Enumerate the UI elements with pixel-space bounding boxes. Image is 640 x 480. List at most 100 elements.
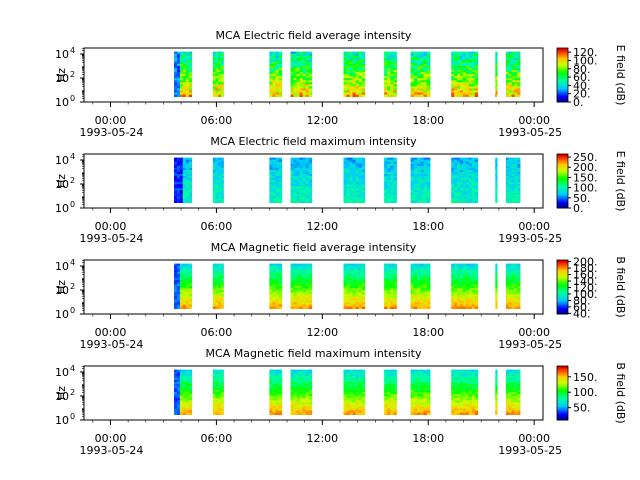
heatmap-cell xyxy=(393,404,397,407)
heatmap-cell xyxy=(302,392,307,395)
heatmap-cell xyxy=(390,388,394,391)
heatmap-cell xyxy=(299,306,304,309)
heatmap-cell xyxy=(296,396,301,399)
heatmap-cell xyxy=(496,72,498,75)
heatmap-cell xyxy=(457,190,461,193)
heatmap-cell xyxy=(220,267,224,271)
colorbar-segment xyxy=(557,273,568,276)
heatmap-cell xyxy=(278,86,283,89)
heatmap-cell xyxy=(302,263,307,267)
heatmap-cell xyxy=(420,267,424,271)
heatmap-cell xyxy=(185,406,190,409)
heatmap-cell xyxy=(355,59,360,63)
heatmap-cell xyxy=(352,194,357,197)
heatmap-cell xyxy=(349,63,353,67)
heatmap-cell xyxy=(355,373,360,377)
heatmap-cell xyxy=(410,377,415,381)
heatmap-cell xyxy=(517,86,521,89)
heatmap-cell xyxy=(220,51,224,55)
heatmap-cell xyxy=(212,396,216,399)
heatmap-cell xyxy=(465,381,470,385)
heatmap-cell xyxy=(410,400,415,403)
heatmap-cell xyxy=(220,406,224,409)
colorbar-label: E field (dB) xyxy=(614,45,627,106)
heatmap-cell xyxy=(185,194,190,197)
heatmap-cell xyxy=(293,184,298,187)
heatmap-cell xyxy=(269,385,273,389)
colorbar-segment xyxy=(557,203,568,206)
heatmap-cell xyxy=(179,304,184,307)
heatmap-cell xyxy=(293,275,298,279)
heatmap-cell xyxy=(179,263,184,267)
heatmap-cell xyxy=(185,53,190,57)
heatmap-cell xyxy=(269,300,273,303)
heatmap-cell xyxy=(302,379,307,383)
heatmap-cell xyxy=(517,92,521,95)
heatmap-cell xyxy=(517,306,521,309)
heatmap-cell xyxy=(174,94,178,97)
heatmap-cell xyxy=(188,277,193,281)
heatmap-cell xyxy=(413,173,418,177)
heatmap-cell xyxy=(358,271,363,275)
heatmap-cell xyxy=(462,188,467,191)
heatmap-cell xyxy=(278,159,283,163)
heatmap-cell xyxy=(358,388,363,391)
heatmap-cell xyxy=(417,61,421,65)
heatmap-cell xyxy=(462,288,467,291)
heatmap-cell xyxy=(179,279,184,283)
heatmap-cell xyxy=(462,306,467,309)
heatmap-cell xyxy=(387,61,391,65)
heatmap-cell xyxy=(410,188,415,191)
heatmap-cell xyxy=(517,159,521,163)
heatmap-cell xyxy=(393,72,397,75)
heatmap-cell xyxy=(420,90,424,93)
heatmap-cell xyxy=(514,269,518,273)
heatmap-cell xyxy=(343,200,347,203)
x-date-label: 1993-05-24 xyxy=(80,126,144,139)
heatmap-cell xyxy=(182,398,187,401)
heatmap-cell xyxy=(349,306,353,309)
heatmap-cell xyxy=(275,76,280,79)
heatmap-cell xyxy=(384,292,388,295)
heatmap-cell xyxy=(474,186,479,189)
heatmap-cell xyxy=(215,70,219,73)
heatmap-cell xyxy=(176,267,181,271)
heatmap-cell xyxy=(179,400,184,403)
heatmap-cell xyxy=(188,400,193,403)
heatmap-cell xyxy=(355,392,360,395)
heatmap-cell xyxy=(349,90,353,93)
heatmap-cell xyxy=(188,194,193,197)
heatmap-cell xyxy=(174,84,178,87)
heatmap-cell xyxy=(174,298,178,301)
heatmap-cell xyxy=(384,59,388,63)
heatmap-cell xyxy=(299,398,304,401)
heatmap-cell xyxy=(393,74,397,77)
heatmap-cell xyxy=(514,53,518,57)
heatmap-cell xyxy=(384,306,388,309)
heatmap-cell xyxy=(302,167,307,171)
heatmap-cell xyxy=(343,267,347,271)
heatmap-cell xyxy=(179,63,184,67)
heatmap-cell xyxy=(390,188,394,191)
heatmap-cell xyxy=(426,161,431,165)
heatmap-cell xyxy=(454,165,458,169)
heatmap-cell xyxy=(174,82,178,85)
heatmap-cell xyxy=(215,159,219,163)
heatmap-cell xyxy=(410,306,415,309)
heatmap-cell xyxy=(275,194,280,197)
heatmap-cell xyxy=(505,267,510,271)
heatmap-cell xyxy=(517,279,521,283)
heatmap-cell xyxy=(296,67,301,71)
heatmap-cell xyxy=(278,286,283,289)
heatmap-cell xyxy=(390,371,394,375)
heatmap-cell xyxy=(185,265,190,269)
heatmap-cell xyxy=(179,76,184,79)
heatmap-cell xyxy=(296,406,301,409)
heatmap-cell xyxy=(413,304,418,307)
heatmap-cell xyxy=(296,176,301,179)
heatmap-cell xyxy=(423,53,428,57)
heatmap-cell xyxy=(275,184,280,187)
heatmap-cell xyxy=(299,53,304,57)
heatmap-cell xyxy=(471,90,476,93)
heatmap-cell xyxy=(176,194,181,197)
